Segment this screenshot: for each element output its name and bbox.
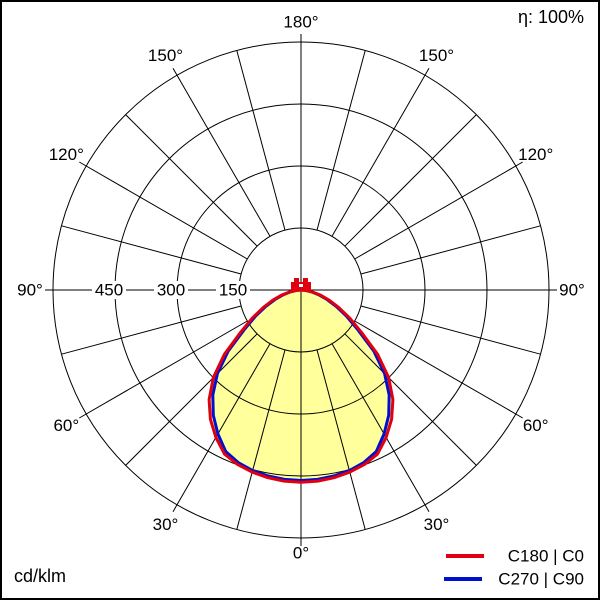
legend: C180 | C0 C270 | C90 [444, 547, 584, 589]
grid-spoke-135 [344, 114, 477, 247]
ring-label-150: 150 [219, 281, 247, 300]
grid-spoke-165 [316, 50, 366, 231]
angle-label-30-right: 30° [424, 515, 450, 534]
grid-spoke-255 [61, 225, 242, 275]
angle-label-120-right: 120° [518, 145, 553, 164]
ring-label-bg [92, 281, 126, 299]
angle-label-90-right: 90° [559, 281, 585, 300]
luminaire-dot [299, 284, 303, 287]
grid-spoke-45 [344, 333, 477, 466]
angle-labels: 0° 30° 30° 60° 60° 90° 90° 120° 120° 150° 150° 180° [17, 13, 585, 563]
grid-spoke-60 [354, 320, 523, 419]
angle-label-90-left: 90° [17, 281, 43, 300]
ring-label-bg [154, 281, 188, 299]
curve-c180-c0 [207, 288, 395, 484]
grid-spoke-150 [331, 68, 430, 237]
angle-label-150-right: 150° [419, 46, 454, 65]
grid-spoke-240 [79, 161, 248, 260]
grid-spoke-330 [172, 343, 271, 512]
luminaire-bump-left [294, 278, 299, 282]
ring-value-labels: 150 300 450 [92, 281, 250, 300]
ring-label-450: 450 [95, 281, 123, 300]
angle-label-180: 180° [283, 13, 318, 32]
grid-spoke-315 [125, 333, 258, 466]
luminaire-bump-right [303, 278, 308, 282]
grid-spoke-120 [354, 161, 523, 260]
grid-spoke-105 [360, 225, 541, 275]
grid-spoke-300 [79, 320, 248, 419]
grid-spoke-15 [316, 349, 366, 530]
legend-label-c270-c90: C270 | C90 [498, 570, 584, 589]
angle-label-120-left: 120° [49, 145, 84, 164]
polar-grid-spokes [61, 50, 541, 530]
angle-label-30-left: 30° [153, 515, 179, 534]
grid-spoke-75 [360, 305, 541, 355]
angle-label-0: 0° [293, 544, 309, 563]
intensity-curves [207, 288, 395, 484]
grid-spoke-225 [125, 114, 258, 247]
angle-label-60-right: 60° [523, 416, 549, 435]
grid-spoke-195 [236, 50, 286, 231]
grid-spoke-345 [236, 349, 286, 530]
angle-label-60-left: 60° [53, 416, 79, 435]
angle-label-150-left: 150° [148, 46, 183, 65]
ring-label-300: 300 [157, 281, 185, 300]
luminaire-symbol [291, 278, 311, 290]
grid-spoke-210 [172, 68, 271, 237]
legend-label-c180-c0: C180 | C0 [508, 547, 584, 566]
efficiency-label: η: 100% [518, 7, 584, 27]
grid-spoke-30 [331, 343, 430, 512]
unit-label: cd/klm [14, 566, 66, 586]
grid-spoke-285 [61, 305, 242, 355]
ring-label-bg [216, 281, 250, 299]
